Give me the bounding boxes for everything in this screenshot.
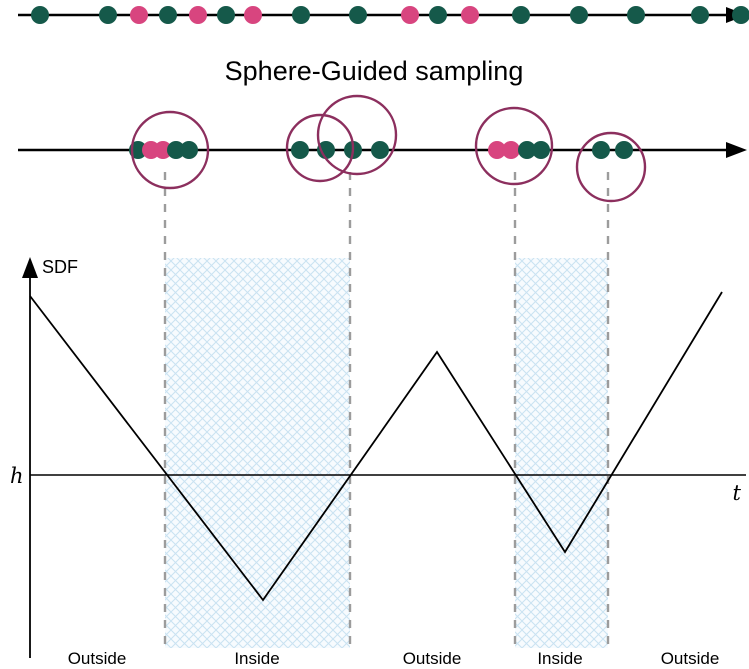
sdf-plot <box>22 257 746 658</box>
sample-dot-teal <box>349 6 367 24</box>
guiding-sphere-outline <box>575 131 647 203</box>
guiding-sphere-outline <box>474 106 554 186</box>
sdf-curve <box>29 291 723 602</box>
guiding-sphere-outline <box>130 110 210 190</box>
region-label: Inside <box>537 649 582 668</box>
sample-dot-teal <box>512 6 530 24</box>
sample-dot-teal <box>592 141 610 159</box>
sample-dot-teal <box>167 141 185 159</box>
sample-dot-pink <box>502 141 520 159</box>
sample-dot-teal <box>570 6 588 24</box>
sample-dot-teal <box>180 141 198 159</box>
sample-dot-teal <box>217 6 235 24</box>
sample-dot-teal <box>532 141 550 159</box>
figure-title: Sphere-Guided sampling <box>225 56 524 86</box>
sdf-axis-label: SDF <box>42 257 78 277</box>
inside-region <box>515 258 608 648</box>
sphere-guided-sampling-ray <box>18 94 747 203</box>
region-label: Outside <box>661 649 720 668</box>
sample-dot-teal <box>317 141 335 159</box>
region-label: Inside <box>234 649 279 668</box>
sample-dot-pink <box>461 6 479 24</box>
uniform-sampling-ray <box>18 6 749 24</box>
h-threshold-label: h <box>10 464 24 488</box>
sample-dot-pink <box>488 141 506 159</box>
sample-dot-teal <box>99 6 117 24</box>
sample-dot-teal <box>732 6 749 24</box>
region-label: Outside <box>403 649 462 668</box>
sample-dot-pink <box>154 141 172 159</box>
sample-dot-teal <box>691 6 709 24</box>
sample-dot-teal <box>371 141 389 159</box>
sample-dot-teal <box>518 141 536 159</box>
inside-region <box>165 258 350 648</box>
sample-dot-teal <box>31 6 49 24</box>
sample-dot-pink <box>189 6 207 24</box>
guiding-sphere-outline <box>316 94 398 176</box>
sample-dot-pink <box>244 6 262 24</box>
sample-dot-pink <box>130 6 148 24</box>
sample-dot-teal <box>627 6 645 24</box>
region-label: Outside <box>68 649 127 668</box>
sample-dot-teal <box>291 141 309 159</box>
sample-dot-teal <box>129 141 147 159</box>
inside-region-shading <box>165 258 608 648</box>
sample-dot-teal <box>292 6 310 24</box>
sample-dot-pink <box>401 6 419 24</box>
t-axis-label: t <box>733 481 742 505</box>
guiding-sphere-outline <box>285 113 355 183</box>
sample-dot-teal <box>429 6 447 24</box>
region-labels: Outside Inside Outside Inside Outside <box>68 649 720 668</box>
sample-dot-teal <box>159 6 177 24</box>
sample-dot-teal <box>615 141 633 159</box>
